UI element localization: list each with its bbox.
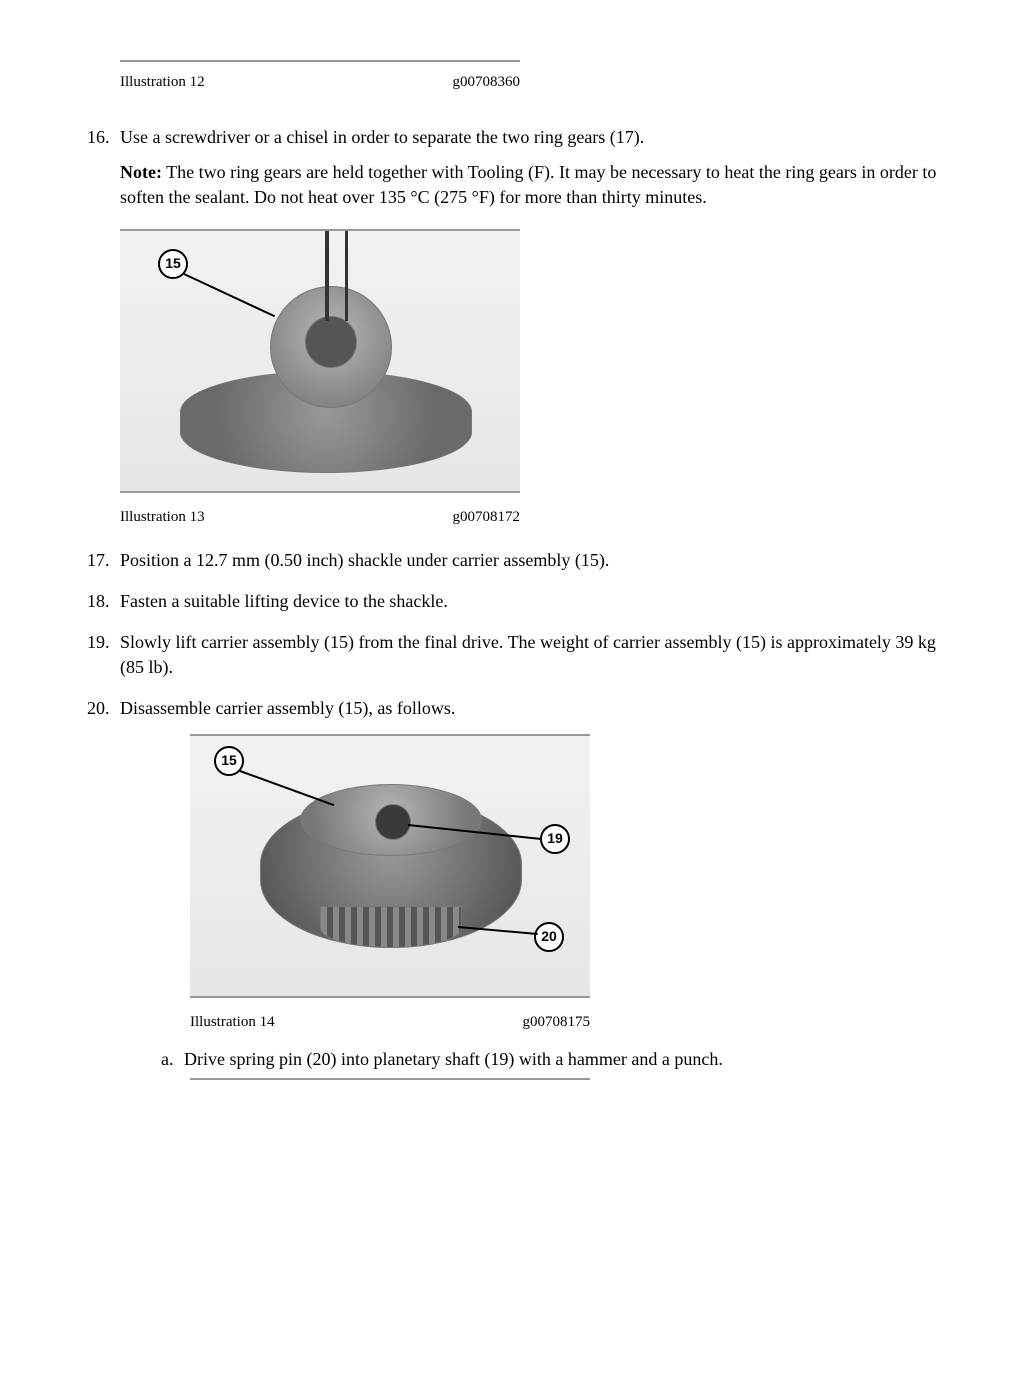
step-16-note: Note: The two ring gears are held togeth… <box>120 160 954 210</box>
illustration-12-block: Illustration 12 g00708360 <box>120 60 520 109</box>
step-16-text: Use a screwdriver or a chisel in order t… <box>120 127 644 147</box>
step-18-text: Fasten a suitable lifting device to the … <box>120 591 448 611</box>
step-17: Position a 12.7 mm (0.50 inch) shackle u… <box>114 548 954 573</box>
callout-20-label: 20 <box>541 927 557 947</box>
step-20a: Drive spring pin (20) into planetary sha… <box>178 1047 954 1072</box>
illustration-caption-row: Illustration 13 g00708172 <box>120 497 520 532</box>
step-19: Slowly lift carrier assembly (15) from t… <box>114 630 954 680</box>
step-19-text: Slowly lift carrier assembly (15) from t… <box>120 632 936 677</box>
note-label: Note: <box>120 162 162 182</box>
divider <box>190 1078 590 1080</box>
illustration-code: g00708360 <box>453 72 521 93</box>
illustration-caption-row: Illustration 14 g00708175 <box>190 1002 590 1037</box>
illustration-14-block: 15 19 20 Illustration 14 g00708175 <box>190 734 590 1037</box>
illustration-label: Illustration 12 <box>120 72 205 93</box>
step-list: Position a 12.7 mm (0.50 inch) shackle u… <box>70 548 954 722</box>
callout-19-label: 19 <box>547 829 563 849</box>
illustration-label: Illustration 14 <box>190 1012 275 1033</box>
illustration-caption-row: Illustration 12 g00708360 <box>120 62 520 109</box>
lead-line <box>240 770 335 806</box>
callout-20: 20 <box>534 922 564 952</box>
illustration-label: Illustration 13 <box>120 507 205 528</box>
step-20-text: Disassemble carrier assembly (15), as fo… <box>120 698 455 718</box>
step-16: Use a screwdriver or a chisel in order t… <box>114 125 954 211</box>
step-20: Disassemble carrier assembly (15), as fo… <box>114 696 954 721</box>
step-18: Fasten a suitable lifting device to the … <box>114 589 954 614</box>
callout-19: 19 <box>540 824 570 854</box>
illustration-code: g00708172 <box>453 507 521 528</box>
note-text: The two ring gears are held together wit… <box>120 162 936 207</box>
trailing-divider-block <box>190 1078 590 1080</box>
callout-15-label: 15 <box>165 254 181 274</box>
illustration-13-photo: 15 <box>120 229 520 493</box>
illustration-code: g00708175 <box>523 1012 591 1033</box>
step-list: Use a screwdriver or a chisel in order t… <box>70 125 954 211</box>
step-20a-text: Drive spring pin (20) into planetary sha… <box>184 1049 723 1069</box>
illustration-13-block: 15 Illustration 13 g00708172 <box>120 229 520 532</box>
illustration-14-photo: 15 19 20 <box>190 734 590 998</box>
callout-15-label: 15 <box>221 751 237 771</box>
step-17-text: Position a 12.7 mm (0.50 inch) shackle u… <box>120 550 609 570</box>
lead-line <box>184 273 275 317</box>
substep-list: Drive spring pin (20) into planetary sha… <box>70 1047 954 1072</box>
